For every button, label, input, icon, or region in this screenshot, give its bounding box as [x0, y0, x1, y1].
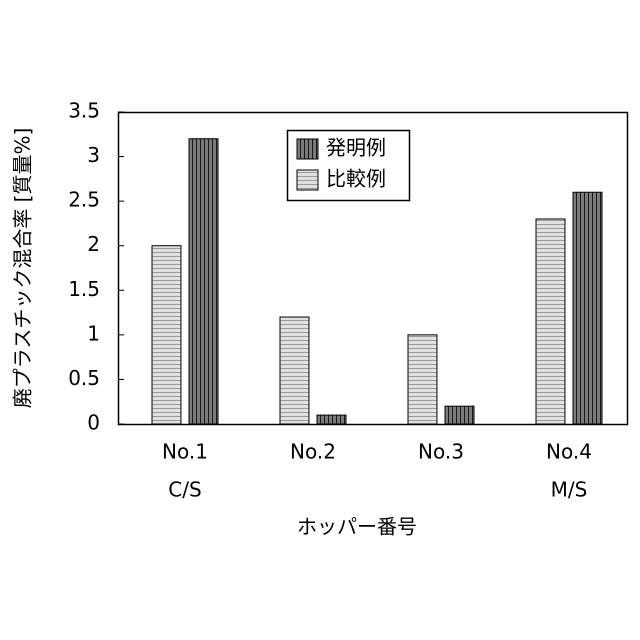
y-axis-title: 廃プラスチック混合率 [質量%]: [11, 128, 35, 409]
legend-label: 発明例: [326, 136, 386, 160]
bar: [317, 415, 346, 424]
y-tick-label: 1: [87, 321, 100, 345]
y-tick-label: 1.5: [68, 277, 100, 301]
bar: [189, 139, 218, 424]
bar: [408, 335, 437, 424]
bar: [573, 192, 602, 424]
legend-swatch: [297, 139, 318, 159]
x-axis-title: ホッパー番号: [297, 515, 417, 539]
x-tick-sublabel: M/S: [551, 478, 588, 502]
legend-swatch: [297, 170, 318, 190]
y-tick-label: 3: [87, 143, 100, 167]
bar: [280, 317, 309, 424]
bar: [152, 246, 181, 424]
bar: [536, 219, 565, 424]
x-tick-label: No.2: [290, 440, 336, 464]
x-tick-label: No.3: [418, 440, 464, 464]
x-tick-label: No.1: [162, 440, 208, 464]
y-tick-label: 0.5: [68, 366, 100, 390]
bar: [445, 406, 474, 424]
y-tick-label: 3.5: [68, 99, 100, 123]
y-tick-label: 2: [87, 232, 100, 256]
x-tick-label: No.4: [546, 440, 592, 464]
y-tick-label: 2.5: [68, 188, 100, 212]
chart: 廃プラスチック混合率 [質量%] ホッパー番号 0 0.5 1 1.5 2 2.5 3 3.5…: [0, 0, 640, 640]
x-tick-sublabel: C/S: [168, 478, 201, 502]
legend-label: 比較例: [326, 167, 386, 191]
y-tick-label: 0: [87, 411, 100, 435]
